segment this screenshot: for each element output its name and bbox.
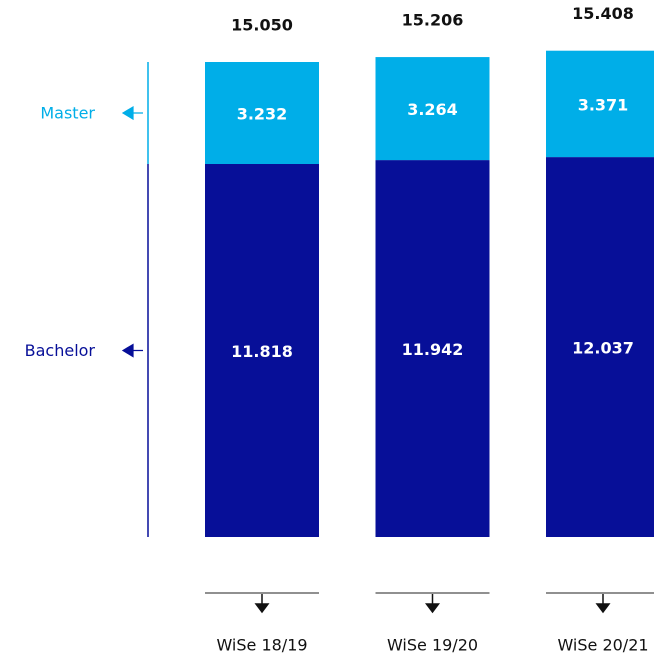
down-arrow [595,594,611,614]
down-arrow [425,594,440,614]
legend-label: Master [40,104,95,123]
legend-arrow [121,105,143,121]
value-label: 3.264 [407,100,458,119]
value-label: 12.037 [572,339,634,358]
x-tick-label: WiSe 18/19 [216,636,307,655]
bar-segment [205,164,319,537]
value-label: 3.371 [578,95,629,114]
value-label: 11.818 [231,342,293,361]
x-tick-label: WiSe 20/21 [557,636,648,655]
bar-segment [546,157,654,538]
total-label: 15.050 [231,16,293,35]
x-tick-label: WiSe 19/20 [387,636,478,655]
value-label: 3.232 [237,105,288,124]
bar-segment [546,50,654,158]
total-label: 15.206 [402,11,464,30]
legend-label: Bachelor [25,341,96,360]
bar-segment [375,57,490,161]
bar-segment [375,160,490,537]
value-label: 11.942 [402,340,464,359]
down-arrow [254,594,270,614]
total-label: 15.408 [572,4,634,23]
legend-arrow [121,343,143,358]
bar-segment [205,62,319,165]
